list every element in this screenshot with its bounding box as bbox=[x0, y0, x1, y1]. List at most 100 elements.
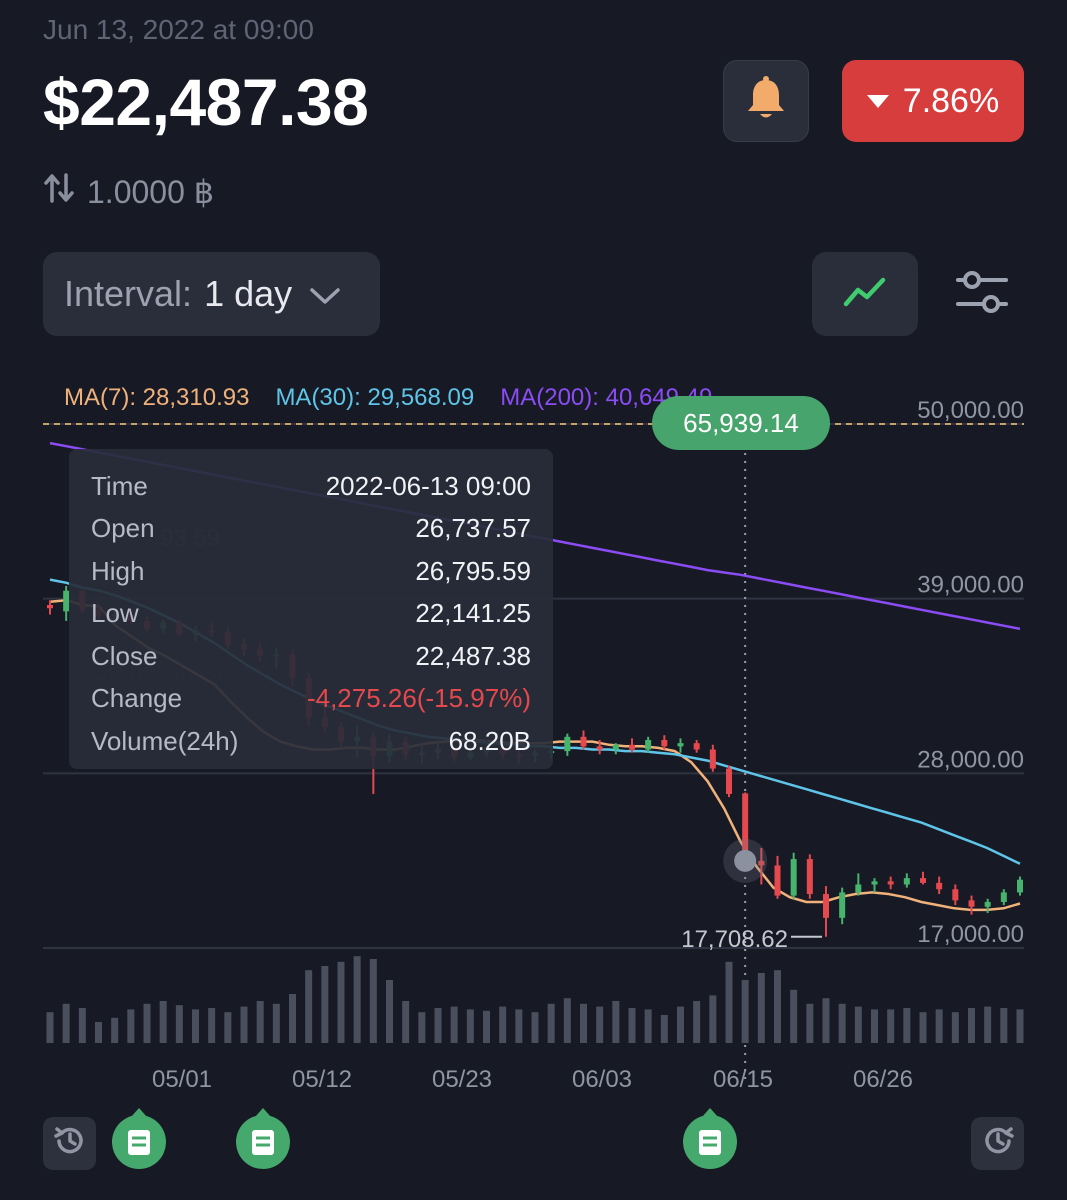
volume-bar bbox=[580, 1003, 587, 1043]
interval-value: 1 day bbox=[204, 273, 293, 314]
volume-bar bbox=[1016, 1009, 1024, 1043]
holding-amount: 1.0000 ฿ bbox=[43, 170, 214, 214]
candle-body bbox=[936, 882, 943, 890]
x-axis-label: 05/12 bbox=[291, 1066, 353, 1093]
candle-body bbox=[774, 865, 781, 896]
ma30-legend: MA(30): 29,568.09 bbox=[275, 384, 475, 411]
tooltip-row-open: Open 26,737.57 bbox=[91, 508, 531, 551]
volume-bar bbox=[402, 1001, 410, 1043]
ma7-legend: MA(7): 28,310.93 bbox=[64, 384, 250, 411]
x-axis-label: 05/23 bbox=[431, 1066, 493, 1093]
tooltip-row-low: Low 22,141.25 bbox=[91, 593, 531, 636]
volume-bar bbox=[192, 1009, 199, 1043]
y-axis-label: 28,000.00 bbox=[917, 746, 1024, 773]
volume-bar bbox=[596, 1006, 604, 1043]
candle-body bbox=[63, 590, 70, 612]
volume-bar bbox=[483, 1010, 490, 1043]
candle-body bbox=[839, 892, 846, 918]
volume-bar bbox=[887, 1009, 895, 1043]
volume-bar bbox=[143, 1003, 151, 1043]
x-axis-label: 06/26 bbox=[852, 1066, 914, 1093]
volume-bar bbox=[677, 1006, 684, 1043]
volume-bar bbox=[903, 1008, 911, 1043]
x-axis-label: 06/03 bbox=[571, 1066, 633, 1093]
chart-settings-button[interactable] bbox=[950, 266, 1014, 322]
tooltip-key: Volume(24h) bbox=[91, 725, 239, 756]
candle-body bbox=[693, 743, 700, 750]
news-marker-3[interactable] bbox=[682, 1108, 738, 1170]
volume-bar bbox=[386, 980, 393, 1043]
volume-bar bbox=[208, 1008, 216, 1043]
volume-bar bbox=[450, 1006, 458, 1043]
candle-body bbox=[952, 889, 959, 901]
tooltip-value: 26,737.57 bbox=[415, 513, 531, 544]
volume-bar bbox=[434, 1008, 442, 1043]
line-chart-toggle-button[interactable] bbox=[812, 252, 918, 336]
volume-bar bbox=[774, 970, 781, 1043]
volume-bar bbox=[951, 1012, 959, 1043]
volume-bar bbox=[968, 1008, 975, 1043]
candle-body bbox=[871, 881, 878, 885]
volume-bar bbox=[693, 1001, 701, 1043]
candle-body bbox=[806, 859, 813, 895]
candle-body bbox=[742, 793, 749, 861]
interval-label: Interval: bbox=[64, 273, 193, 314]
tooltip-row-change: Change -4,275.26(-15.97%) bbox=[91, 678, 531, 721]
tooltip-key: Open bbox=[91, 513, 155, 544]
candle-body bbox=[855, 884, 862, 893]
volume-bar bbox=[628, 1008, 636, 1043]
ma-legend: MA(7): 28,310.93 MA(30): 29,568.09 MA(20… bbox=[64, 384, 712, 412]
history-button[interactable] bbox=[43, 1117, 96, 1170]
volume-bar bbox=[466, 1009, 474, 1043]
tooltip-value: 22,487.38 bbox=[415, 640, 531, 671]
volume-bar bbox=[563, 998, 571, 1043]
current-price: $22,487.38 bbox=[43, 65, 369, 139]
volume-bar bbox=[822, 998, 830, 1043]
candle-body bbox=[790, 859, 797, 896]
volume-bar bbox=[790, 989, 798, 1043]
candle-body bbox=[645, 739, 652, 750]
tooltip-key: High bbox=[91, 555, 145, 586]
candle-body bbox=[580, 736, 587, 747]
interval-selector[interactable]: Interval: 1 day bbox=[43, 252, 380, 336]
candle-body bbox=[47, 605, 53, 609]
volume-bar bbox=[1000, 1008, 1008, 1043]
volume-bar bbox=[418, 1012, 426, 1043]
news-marker-1[interactable] bbox=[111, 1108, 167, 1170]
volume-bar bbox=[224, 1012, 232, 1043]
volume-bar bbox=[531, 1012, 539, 1043]
volume-bar bbox=[62, 1003, 70, 1043]
candle-tooltip: Time 2022-06-13 09:00 Open 26,737.57 High 26,… bbox=[69, 449, 553, 769]
volume-bar bbox=[935, 1009, 943, 1043]
volume-bar bbox=[838, 1003, 846, 1043]
replay-button[interactable] bbox=[971, 1117, 1024, 1170]
candle-body bbox=[564, 736, 571, 752]
tooltip-row-close: Close 22,487.38 bbox=[91, 635, 531, 678]
volume-bar bbox=[515, 1009, 523, 1043]
price-change-badge: 7.86% bbox=[842, 60, 1024, 142]
candle-body bbox=[758, 860, 765, 866]
news-marker-2[interactable] bbox=[235, 1108, 291, 1170]
y-axis-label: 17,000.00 bbox=[917, 921, 1024, 948]
volume-bar bbox=[919, 1012, 927, 1043]
history-icon bbox=[52, 1123, 88, 1164]
tooltip-key: Change bbox=[91, 683, 183, 714]
candle-body bbox=[1000, 892, 1007, 902]
price-alert-button[interactable] bbox=[723, 60, 809, 142]
sliders-icon bbox=[954, 268, 1010, 321]
tooltip-value: 22,141.25 bbox=[415, 598, 531, 629]
chevron-down-icon bbox=[292, 273, 340, 315]
tooltip-row-high: High 26,795.59 bbox=[91, 550, 531, 593]
volume-bar bbox=[78, 1008, 86, 1043]
y-axis-label: 39,000.00 bbox=[917, 572, 1024, 599]
candle-body bbox=[629, 744, 635, 750]
tooltip-value: 26,795.59 bbox=[415, 555, 531, 586]
tooltip-value: 68.20B bbox=[448, 725, 531, 756]
candle-body bbox=[1017, 879, 1023, 893]
note-icon bbox=[236, 1108, 290, 1169]
tooltip-row-volume-24h-: Volume(24h) 68.20B bbox=[91, 720, 531, 763]
y-axis-label: 50,000.00 bbox=[917, 397, 1024, 424]
candle-body bbox=[612, 744, 619, 750]
volume-bar bbox=[46, 1012, 54, 1043]
tooltip-value: 2022-06-13 09:00 bbox=[325, 470, 531, 501]
